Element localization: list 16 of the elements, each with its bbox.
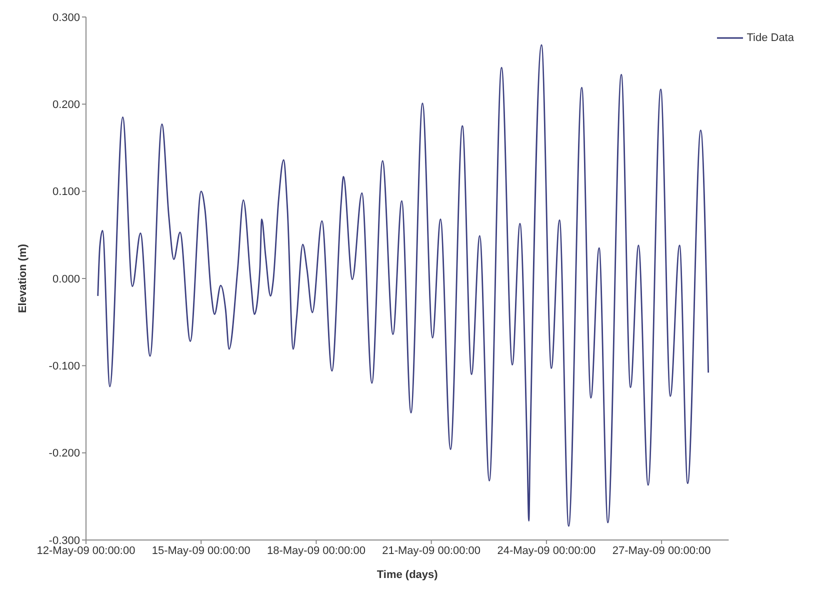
y-tick-label: 0.200	[52, 99, 80, 112]
y-tick-label: -0.300	[48, 534, 80, 547]
x-tick-label: 27-May-09 00:00:00	[612, 544, 711, 557]
legend-label: Tide Data	[746, 32, 794, 44]
x-tick-label: 24-May-09 00:00:00	[497, 544, 596, 557]
x-tick-label: 18-May-09 00:00:00	[266, 544, 366, 557]
y-tick-label: 0.100	[52, 186, 80, 198]
y-tick-label: -0.100	[48, 360, 80, 373]
x-tick-label: 15-May-09 00:00:00	[152, 544, 250, 557]
x-tick-label: 12-May-09 00:00:00	[36, 544, 136, 557]
y-tick-label: -0.200	[48, 448, 80, 460]
x-tick-label: 21-May-09 00:00:00	[382, 544, 481, 557]
y-tick-label: 0.300	[52, 12, 80, 24]
y-tick-label: 0.000	[52, 273, 80, 286]
y-axis-title: Elevation (m)	[16, 244, 29, 314]
x-axis-title: Time (days)	[376, 569, 438, 581]
